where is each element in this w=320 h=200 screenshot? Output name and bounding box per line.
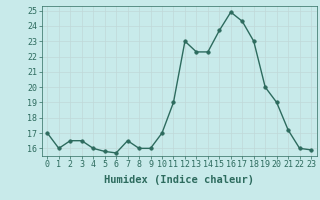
X-axis label: Humidex (Indice chaleur): Humidex (Indice chaleur) [104, 175, 254, 185]
